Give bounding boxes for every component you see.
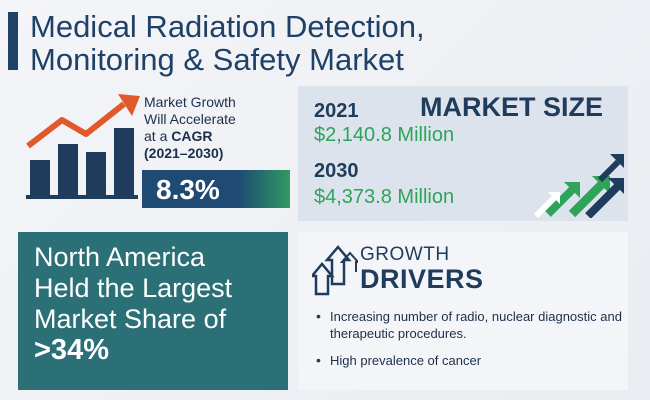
market-size-amount-2030: $4,373.8 Million — [314, 186, 455, 208]
growth-drivers-panel: GROWTH DRIVERS Increasing number of radi… — [298, 232, 628, 390]
cagr-line-3-prefix: at a — [144, 128, 172, 144]
market-size-label: MARKET SIZE — [420, 92, 604, 122]
title-line-1: Medical Radiation Detection, — [30, 9, 425, 44]
market-size-year-2021: 2021 — [314, 100, 359, 122]
cagr-line-1: Market Growth — [144, 94, 236, 110]
region-line-2: Held the Largest — [34, 273, 233, 303]
growth-arrows-icon — [312, 245, 358, 296]
upward-arrows-icon — [534, 154, 624, 218]
region-line-1: North America — [34, 242, 206, 272]
driver-item: High prevalence of cancer — [314, 352, 624, 369]
cagr-label: CAGR — [171, 128, 213, 144]
cagr-line-3: at a CAGR — [144, 128, 274, 145]
page-title: Medical Radiation Detection, Monitoring … — [30, 10, 630, 76]
cagr-description: Market Growth Will Accelerate at a CAGR … — [144, 94, 274, 162]
cagr-value-box: 8.3% — [142, 170, 290, 208]
cagr-period: (2021–2030) — [144, 145, 224, 161]
title-line-2: Monitoring & Safety Market — [30, 42, 404, 77]
region-line-3: Market Share of — [34, 304, 227, 334]
driver-item: Increasing number of radio, nuclear diag… — [314, 308, 624, 342]
region-share-value: >34% — [34, 334, 109, 366]
market-size-year-2030: 2030 — [314, 160, 359, 182]
regional-share-panel: North America Held the Largest Market Sh… — [18, 232, 288, 390]
growth-chart-icon — [26, 94, 140, 199]
drivers-heading-big: DRIVERS — [360, 264, 484, 294]
regional-share-text: North America Held the Largest Market Sh… — [34, 242, 284, 366]
title-accent-bar — [8, 12, 18, 70]
cagr-line-2: Will Accelerate — [144, 111, 236, 127]
market-size-panel: MARKET SIZE 2021 $2,140.8 Million 2030 $… — [298, 86, 628, 221]
drivers-list: Increasing number of radio, nuclear diag… — [314, 308, 624, 379]
market-size-amount-2021: $2,140.8 Million — [314, 124, 455, 146]
drivers-heading-small: GROWTH — [360, 244, 450, 265]
cagr-value: 8.3% — [156, 174, 220, 205]
